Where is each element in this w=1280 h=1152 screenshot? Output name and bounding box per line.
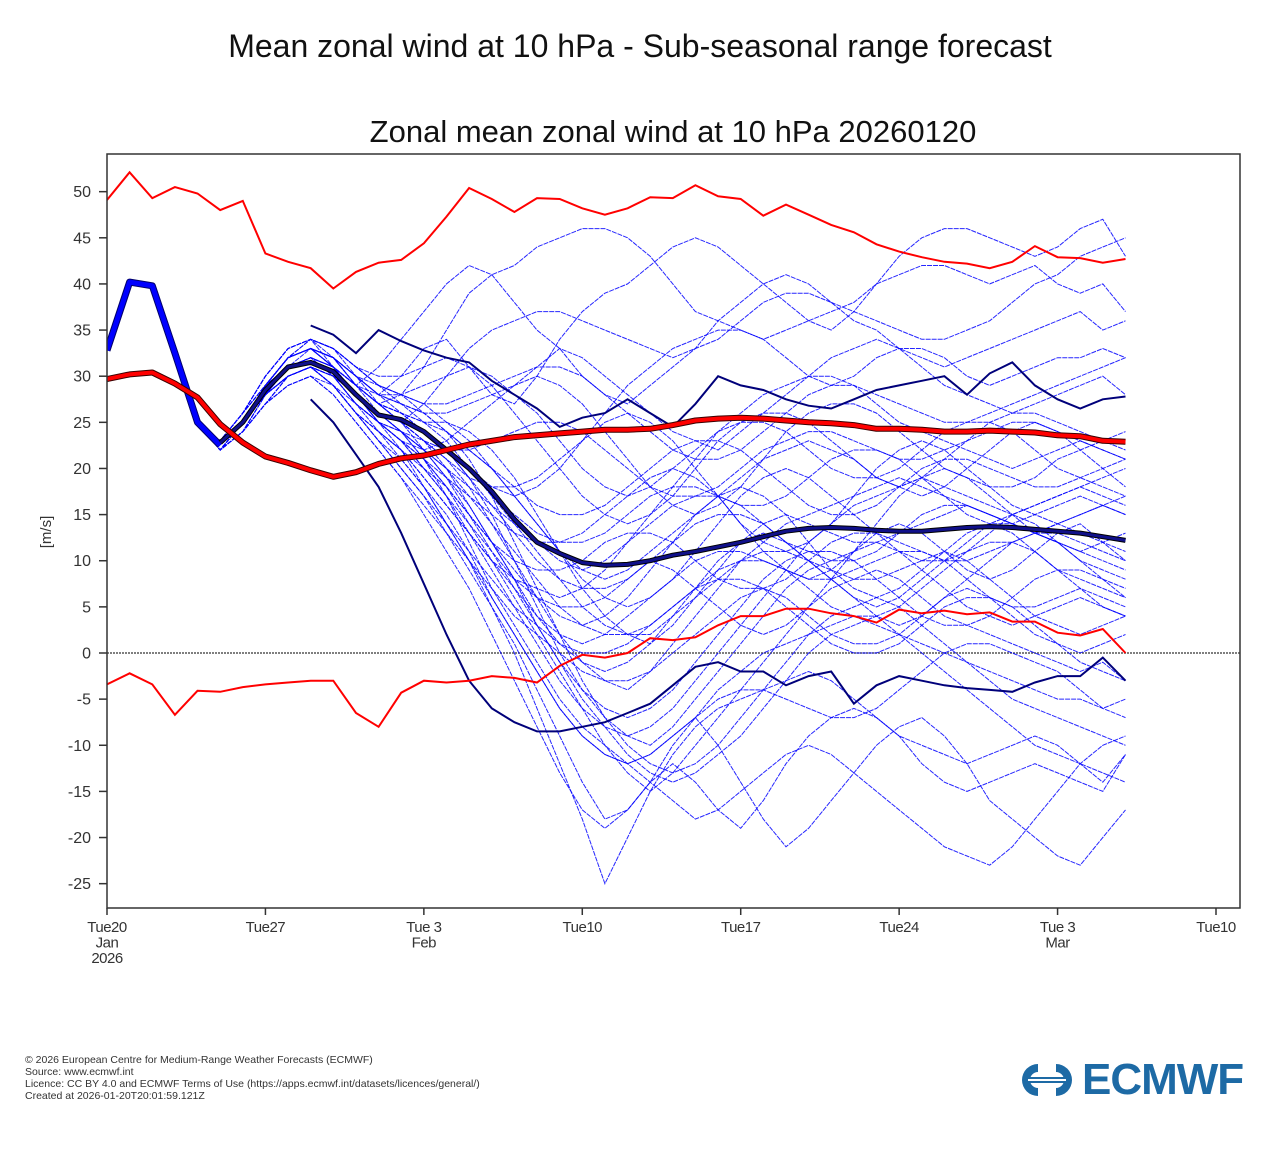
x-tick-label: Tue10 (563, 919, 603, 936)
ensemble-member-line (107, 218, 1126, 451)
ensemble-member-line (107, 283, 1126, 682)
y-tick-label: 10 (73, 553, 91, 570)
ensemble-member-line (107, 283, 1126, 626)
y-tick-label: -15 (68, 784, 91, 801)
footer-licence: Licence: CC BY 4.0 and ECMWF Terms of Us… (25, 1078, 480, 1090)
footer: © 2026 European Centre for Medium-Range … (25, 1054, 480, 1102)
climate-max-line (107, 170, 1126, 290)
y-tick-label: -20 (68, 830, 91, 847)
x-tick-label: Feb (412, 935, 437, 952)
climate-min-line (107, 607, 1127, 729)
footer-copyright: © 2026 European Centre for Medium-Range … (25, 1054, 373, 1066)
x-tick-label: Tue10 (1196, 919, 1236, 936)
y-tick-label: 30 (73, 369, 91, 386)
y-tick-label: -25 (68, 876, 91, 893)
ensemble-member-line (107, 283, 1126, 691)
y-tick-label: 20 (73, 461, 91, 478)
x-tick-label: Tue27 (246, 919, 286, 936)
footer-source: Source: www.ecmwf.int (25, 1066, 134, 1078)
chart: Zonal mean zonal wind at 10 hPa 20260120… (38, 114, 1241, 967)
ecmwf-logo: ECMWF (1018, 1055, 1244, 1104)
ensemble-member-line (107, 283, 1126, 599)
upper-percentile-line (310, 324, 1126, 429)
x-tick-label: Mar (1045, 935, 1070, 952)
y-tick-label: 50 (73, 184, 91, 201)
x-tick-label: Tue20 (87, 919, 127, 936)
y-tick-label: -10 (68, 738, 91, 755)
ensemble-members (107, 218, 1240, 885)
chart-overlays (107, 170, 1127, 733)
ensemble-member-line (107, 283, 1126, 553)
y-tick-label: 35 (73, 323, 91, 340)
x-tick-label: Tue24 (879, 919, 919, 936)
ensemble-member-line (107, 283, 1126, 765)
chart-title: Zonal mean zonal wind at 10 hPa 20260120 (370, 114, 977, 149)
ensemble-member-line (107, 283, 1126, 737)
plot-frame (106, 153, 1241, 909)
y-tick-label: 0 (82, 646, 91, 663)
ensemble-member-line (107, 228, 1126, 451)
y-tick-label: 45 (73, 230, 91, 247)
ensemble-mean-line (219, 360, 1126, 567)
x-tick-label: Tue17 (721, 919, 761, 936)
analysis-line (107, 279, 222, 448)
ensemble-member-line (107, 283, 1126, 516)
y-tick-label: 40 (73, 276, 91, 293)
x-tick-label: 2026 (91, 950, 123, 967)
ensemble-member-line (107, 283, 1126, 543)
page-title: Mean zonal wind at 10 hPa - Sub-seasonal… (228, 28, 1052, 64)
y-tick-label: 25 (73, 415, 91, 432)
ensemble-member-line (107, 283, 1126, 682)
x-tick-label: Tue 3 (1040, 919, 1075, 936)
y-tick-label: 5 (82, 599, 91, 616)
ecmwf-logo-icon (1022, 1064, 1072, 1096)
climate-mean-line (107, 370, 1126, 479)
ensemble-member-line (107, 283, 1126, 746)
y-tick-label: 15 (73, 507, 91, 524)
y-tick-label: -5 (77, 692, 91, 709)
ensemble-member-line (107, 283, 1126, 451)
x-tick-label: Tue 3 (406, 919, 441, 936)
ensemble-member-line (107, 283, 1126, 598)
ecmwf-logo-text: ECMWF (1082, 1055, 1244, 1104)
ensemble-member-line (107, 283, 1126, 645)
footer-created: Created at 2026-01-20T20:01:59.121Z (25, 1090, 205, 1102)
lower-percentile-line (309, 398, 1127, 733)
x-tick-label: Jan (96, 935, 119, 952)
y-axis-label: [m/s] (38, 516, 55, 549)
ensemble-member-line (107, 283, 1126, 783)
